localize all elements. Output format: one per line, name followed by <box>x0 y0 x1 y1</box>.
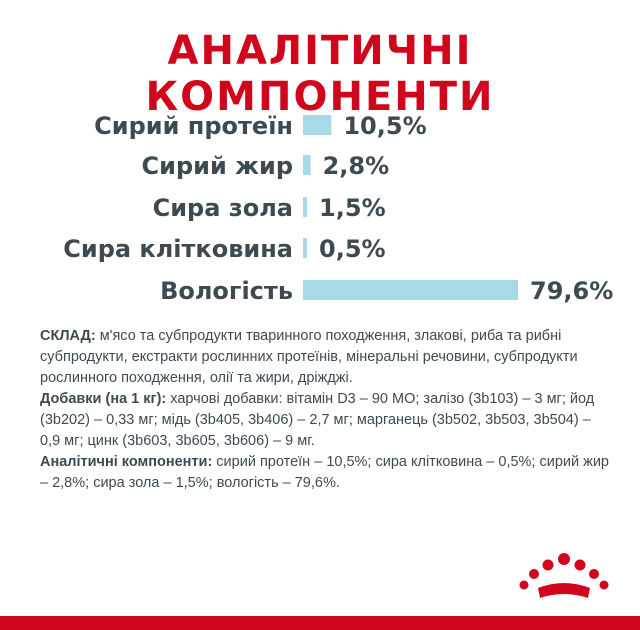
additives-body: харчові добавки: вітамін D3 – 90 МО; зал… <box>40 391 595 449</box>
value-label: 1,5% <box>319 194 386 222</box>
additives-label: Добавки (на 1 кг): <box>40 391 167 407</box>
category-label: Сира зола <box>153 194 293 222</box>
bar <box>303 115 332 135</box>
value-label: 2,8% <box>323 152 390 180</box>
additives-paragraph: Добавки (на 1 кг): харчові добавки: віта… <box>40 389 610 452</box>
royal-crown-icon <box>519 553 609 598</box>
category-label: Сирий протеїн <box>94 112 293 140</box>
composition-paragraph: СКЛАД: м'ясо та субпродукти тваринного п… <box>40 326 610 389</box>
analytical-body: сирий протеїн – 10,5%; сира клітковина –… <box>40 454 609 491</box>
category-label: Вологість <box>160 277 293 305</box>
page-title: АНАЛІТИЧНІ КОМПОНЕНТИ <box>145 28 495 120</box>
bar <box>303 280 518 300</box>
brand-bar <box>0 616 640 630</box>
value-label: 79,6% <box>530 277 613 305</box>
bar <box>303 197 308 217</box>
composition-text: СКЛАД: м'ясо та субпродукти тваринного п… <box>40 326 610 494</box>
bar <box>303 238 307 258</box>
category-label: Сирий жир <box>142 152 293 180</box>
composition-label: СКЛАД: <box>40 328 96 344</box>
analytical-components-chart: Сирий протеїн 10,5% Сирий жир 2,8% Сира зола… <box>63 112 613 305</box>
value-label: 0,5% <box>319 235 386 263</box>
bar <box>303 155 311 175</box>
composition-body: м'ясо та субпродукти тваринного походжен… <box>40 328 578 386</box>
value-label: 10,5% <box>343 112 426 140</box>
analytical-paragraph: Аналітичні компоненти: сирий протеїн – 1… <box>40 452 610 494</box>
analytical-label: Аналітичні компоненти: <box>40 454 213 470</box>
category-label: Сира клітковина <box>63 235 293 263</box>
